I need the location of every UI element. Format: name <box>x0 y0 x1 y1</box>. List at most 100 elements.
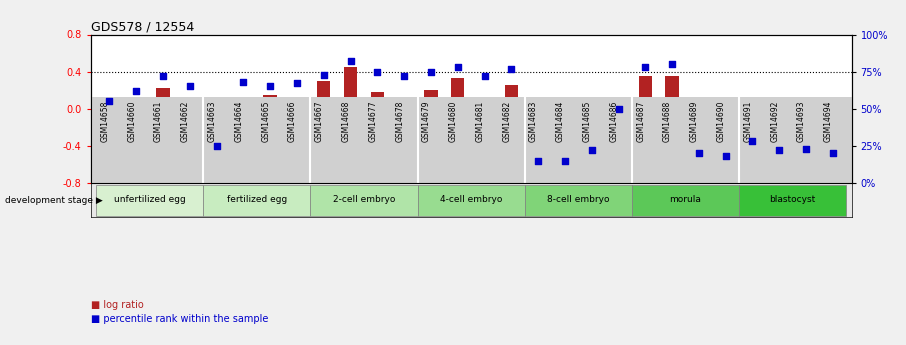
Text: GSM14677: GSM14677 <box>369 101 377 142</box>
Point <box>584 147 599 153</box>
Bar <box>558 109 572 174</box>
Bar <box>451 78 465 109</box>
Bar <box>96 185 203 216</box>
Point <box>316 72 331 77</box>
Point <box>665 61 680 67</box>
Text: ■ log ratio: ■ log ratio <box>91 300 143 310</box>
Text: GSM14685: GSM14685 <box>583 101 592 142</box>
Bar <box>290 98 304 109</box>
Point <box>799 146 814 151</box>
Text: GSM14690: GSM14690 <box>717 101 726 142</box>
Point <box>290 81 304 86</box>
Text: GSM14687: GSM14687 <box>636 101 645 142</box>
Text: GSM14691: GSM14691 <box>744 101 753 142</box>
Text: GSM14663: GSM14663 <box>207 101 217 142</box>
Point <box>397 73 411 79</box>
Bar <box>505 86 518 109</box>
Point <box>370 69 384 75</box>
Bar <box>344 67 357 109</box>
Point <box>504 66 518 71</box>
Text: GSM14684: GSM14684 <box>556 101 565 142</box>
Text: GSM14694: GSM14694 <box>824 101 833 142</box>
Point <box>772 147 786 153</box>
Text: GSM14661: GSM14661 <box>154 101 163 142</box>
Text: 4-cell embryo: 4-cell embryo <box>440 195 502 204</box>
Bar <box>210 109 223 148</box>
Text: GSM14664: GSM14664 <box>235 101 244 142</box>
Point <box>691 150 706 156</box>
Point <box>263 84 277 89</box>
Bar <box>585 109 598 164</box>
Text: GSM14682: GSM14682 <box>502 101 511 142</box>
Point <box>182 84 197 89</box>
Text: fertilized egg: fertilized egg <box>226 195 287 204</box>
Bar <box>532 109 545 160</box>
Point <box>156 73 170 79</box>
Text: GSM14658: GSM14658 <box>101 101 110 142</box>
Bar <box>799 109 813 148</box>
Point <box>450 65 465 70</box>
Text: GSM14693: GSM14693 <box>797 101 806 142</box>
Point <box>236 79 251 85</box>
Text: GSM14681: GSM14681 <box>476 101 485 142</box>
Bar <box>130 104 143 109</box>
Text: GSM14668: GSM14668 <box>342 101 351 142</box>
Bar <box>631 185 739 216</box>
Text: GDS578 / 12554: GDS578 / 12554 <box>91 20 194 33</box>
Text: unfertilized egg: unfertilized egg <box>113 195 186 204</box>
Text: GSM14679: GSM14679 <box>422 101 431 142</box>
Point <box>746 139 760 144</box>
Point <box>129 88 143 93</box>
Bar <box>102 101 116 109</box>
Point <box>424 69 439 75</box>
Bar <box>156 88 169 109</box>
Point <box>718 154 733 159</box>
Text: 2-cell embryo: 2-cell embryo <box>333 195 395 204</box>
Point <box>343 58 358 64</box>
Bar <box>371 92 384 109</box>
Text: GSM14689: GSM14689 <box>689 101 699 142</box>
Text: GSM14680: GSM14680 <box>448 101 458 142</box>
Point <box>558 158 573 164</box>
Text: GSM14686: GSM14686 <box>610 101 619 142</box>
Bar <box>525 185 631 216</box>
Text: GSM14660: GSM14660 <box>127 101 136 142</box>
Bar <box>203 185 311 216</box>
Point <box>825 150 840 156</box>
Text: GSM14688: GSM14688 <box>663 101 672 142</box>
Text: GSM14665: GSM14665 <box>261 101 270 142</box>
Bar <box>692 109 706 150</box>
Point <box>531 158 545 164</box>
Bar <box>719 109 732 157</box>
Text: GSM14667: GSM14667 <box>314 101 323 142</box>
Text: GSM14662: GSM14662 <box>181 101 189 142</box>
Point <box>638 65 652 70</box>
Bar <box>424 90 438 109</box>
Point <box>209 143 224 149</box>
Bar <box>746 109 759 141</box>
Point <box>612 106 626 111</box>
Point <box>477 73 492 79</box>
Bar <box>665 76 679 109</box>
Bar <box>639 76 652 109</box>
Bar <box>317 81 331 109</box>
Bar <box>739 185 846 216</box>
Text: ■ percentile rank within the sample: ■ percentile rank within the sample <box>91 314 268 324</box>
Bar <box>236 98 250 109</box>
Text: GSM14678: GSM14678 <box>395 101 404 142</box>
Text: GSM14692: GSM14692 <box>770 101 779 142</box>
Bar <box>311 185 418 216</box>
Text: 8-cell embryo: 8-cell embryo <box>547 195 610 204</box>
Bar <box>612 109 625 110</box>
Bar <box>418 185 525 216</box>
Bar <box>773 109 786 155</box>
Text: GSM14683: GSM14683 <box>529 101 538 142</box>
Text: blastocyst: blastocyst <box>769 195 815 204</box>
Text: GSM14666: GSM14666 <box>288 101 297 142</box>
Text: development stage ▶: development stage ▶ <box>5 196 102 205</box>
Bar <box>826 109 840 122</box>
Bar <box>398 98 410 109</box>
Text: morula: morula <box>670 195 701 204</box>
Bar <box>264 95 277 109</box>
Point <box>102 99 117 104</box>
